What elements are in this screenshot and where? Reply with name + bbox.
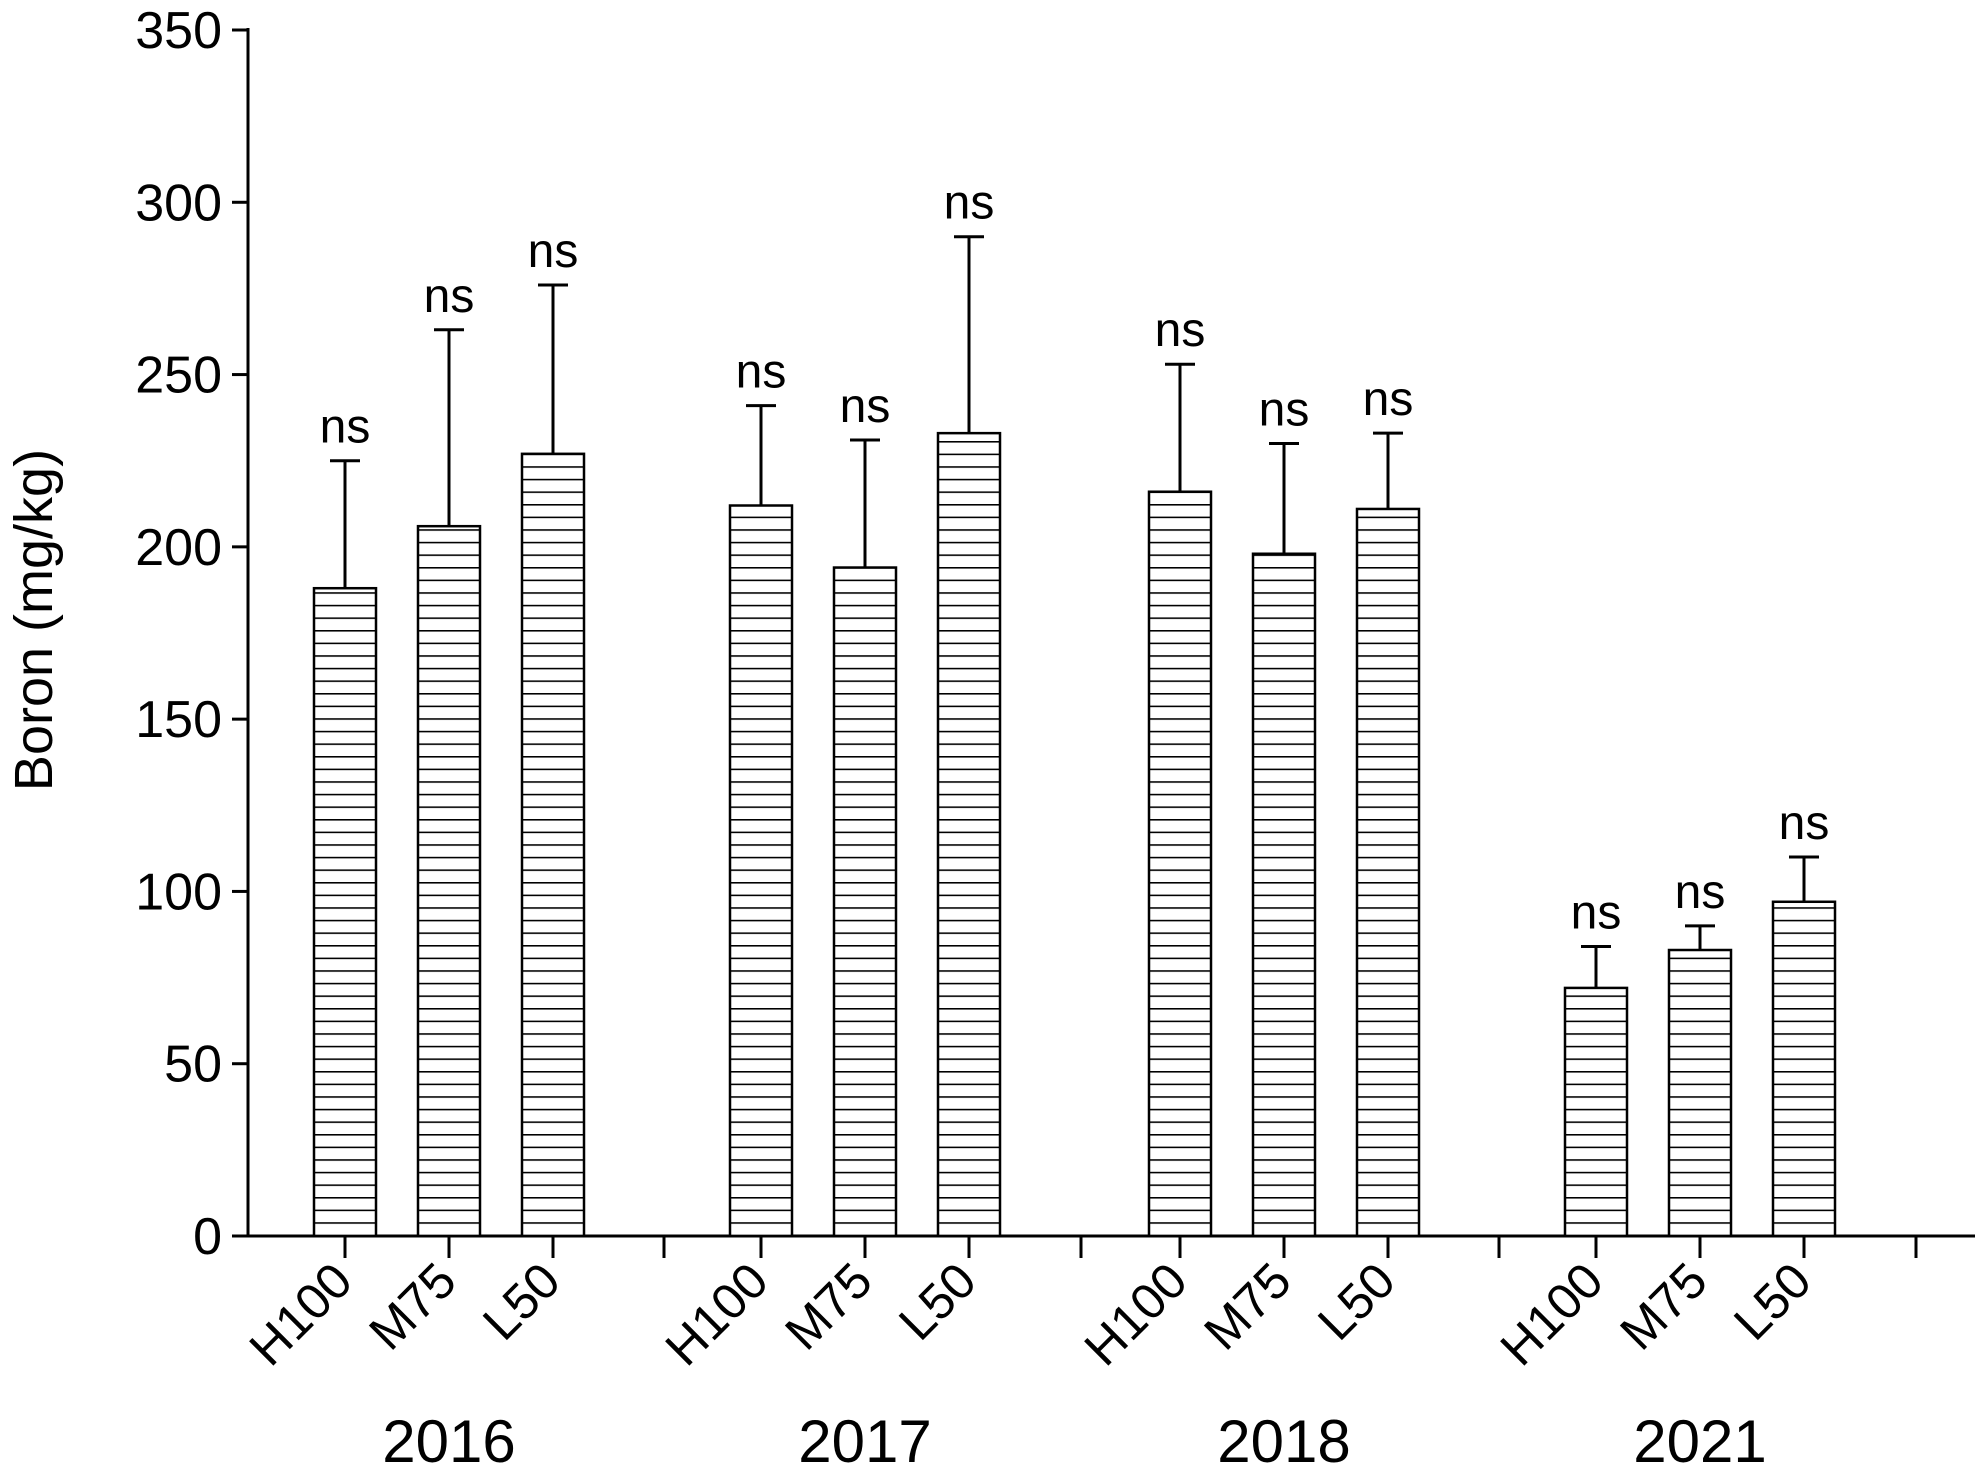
group-label-2018: 2018 bbox=[1217, 1408, 1350, 1471]
category-label-2018-h100: H100 bbox=[1074, 1252, 1198, 1376]
y-tick-label-100: 100 bbox=[135, 863, 222, 921]
group-label-2016: 2016 bbox=[382, 1408, 515, 1471]
category-label-2016-l50: L50 bbox=[472, 1252, 571, 1351]
annotation-2016-l50: ns bbox=[528, 225, 579, 278]
bar-2017-m75 bbox=[832, 566, 898, 1238]
bar-2016-m75 bbox=[416, 524, 482, 1238]
annotation-2021-m75: ns bbox=[1675, 866, 1726, 919]
annotation-2021-h100: ns bbox=[1571, 887, 1622, 940]
annotation-2018-l50: ns bbox=[1363, 373, 1414, 426]
category-label-2021-l50: L50 bbox=[1723, 1252, 1822, 1351]
bar-2018-m75 bbox=[1251, 552, 1317, 1238]
annotation-2018-m75: ns bbox=[1259, 383, 1310, 436]
bar-2018-l50 bbox=[1355, 507, 1421, 1238]
bar-2021-l50 bbox=[1771, 900, 1837, 1238]
category-label-2018-l50: L50 bbox=[1307, 1252, 1406, 1351]
category-label-2021-m75: M75 bbox=[1609, 1252, 1717, 1360]
annotation-2017-l50: ns bbox=[944, 177, 995, 230]
bar-2021-h100 bbox=[1563, 986, 1629, 1238]
y-tick-label-50: 50 bbox=[164, 1036, 222, 1094]
category-label-2018-m75: M75 bbox=[1193, 1252, 1301, 1360]
bar-2018-h100 bbox=[1147, 490, 1213, 1238]
y-tick-label-300: 300 bbox=[135, 174, 222, 232]
annotation-2021-l50: ns bbox=[1779, 797, 1830, 850]
group-label-2021: 2021 bbox=[1633, 1408, 1766, 1471]
y-tick-label-0: 0 bbox=[193, 1208, 222, 1266]
y-tick-label-200: 200 bbox=[135, 519, 222, 577]
annotation-2017-h100: ns bbox=[736, 346, 787, 399]
category-label-2017-l50: L50 bbox=[888, 1252, 987, 1351]
annotation-2017-m75: ns bbox=[840, 380, 891, 433]
bar-2017-l50 bbox=[936, 431, 1002, 1238]
bar-2016-h100 bbox=[312, 586, 378, 1238]
y-tick-label-250: 250 bbox=[135, 347, 222, 405]
y-axis-label: Boron (mg/kg) bbox=[4, 449, 64, 791]
bar-2017-h100 bbox=[728, 504, 794, 1238]
y-tick-label-350: 350 bbox=[135, 2, 222, 60]
category-label-2017-m75: M75 bbox=[774, 1252, 882, 1360]
category-label-2021-h100: H100 bbox=[1490, 1252, 1614, 1376]
group-label-2017: 2017 bbox=[798, 1408, 931, 1471]
annotation-2018-h100: ns bbox=[1155, 304, 1206, 357]
annotation-2016-m75: ns bbox=[424, 270, 475, 323]
category-label-2017-h100: H100 bbox=[655, 1252, 779, 1376]
annotation-2016-h100: ns bbox=[320, 401, 371, 454]
bar-2016-l50 bbox=[520, 452, 586, 1238]
category-label-2016-h100: H100 bbox=[239, 1252, 363, 1376]
category-label-2016-m75: M75 bbox=[358, 1252, 466, 1360]
bar-2021-m75 bbox=[1667, 948, 1733, 1238]
y-tick-label-150: 150 bbox=[135, 691, 222, 749]
